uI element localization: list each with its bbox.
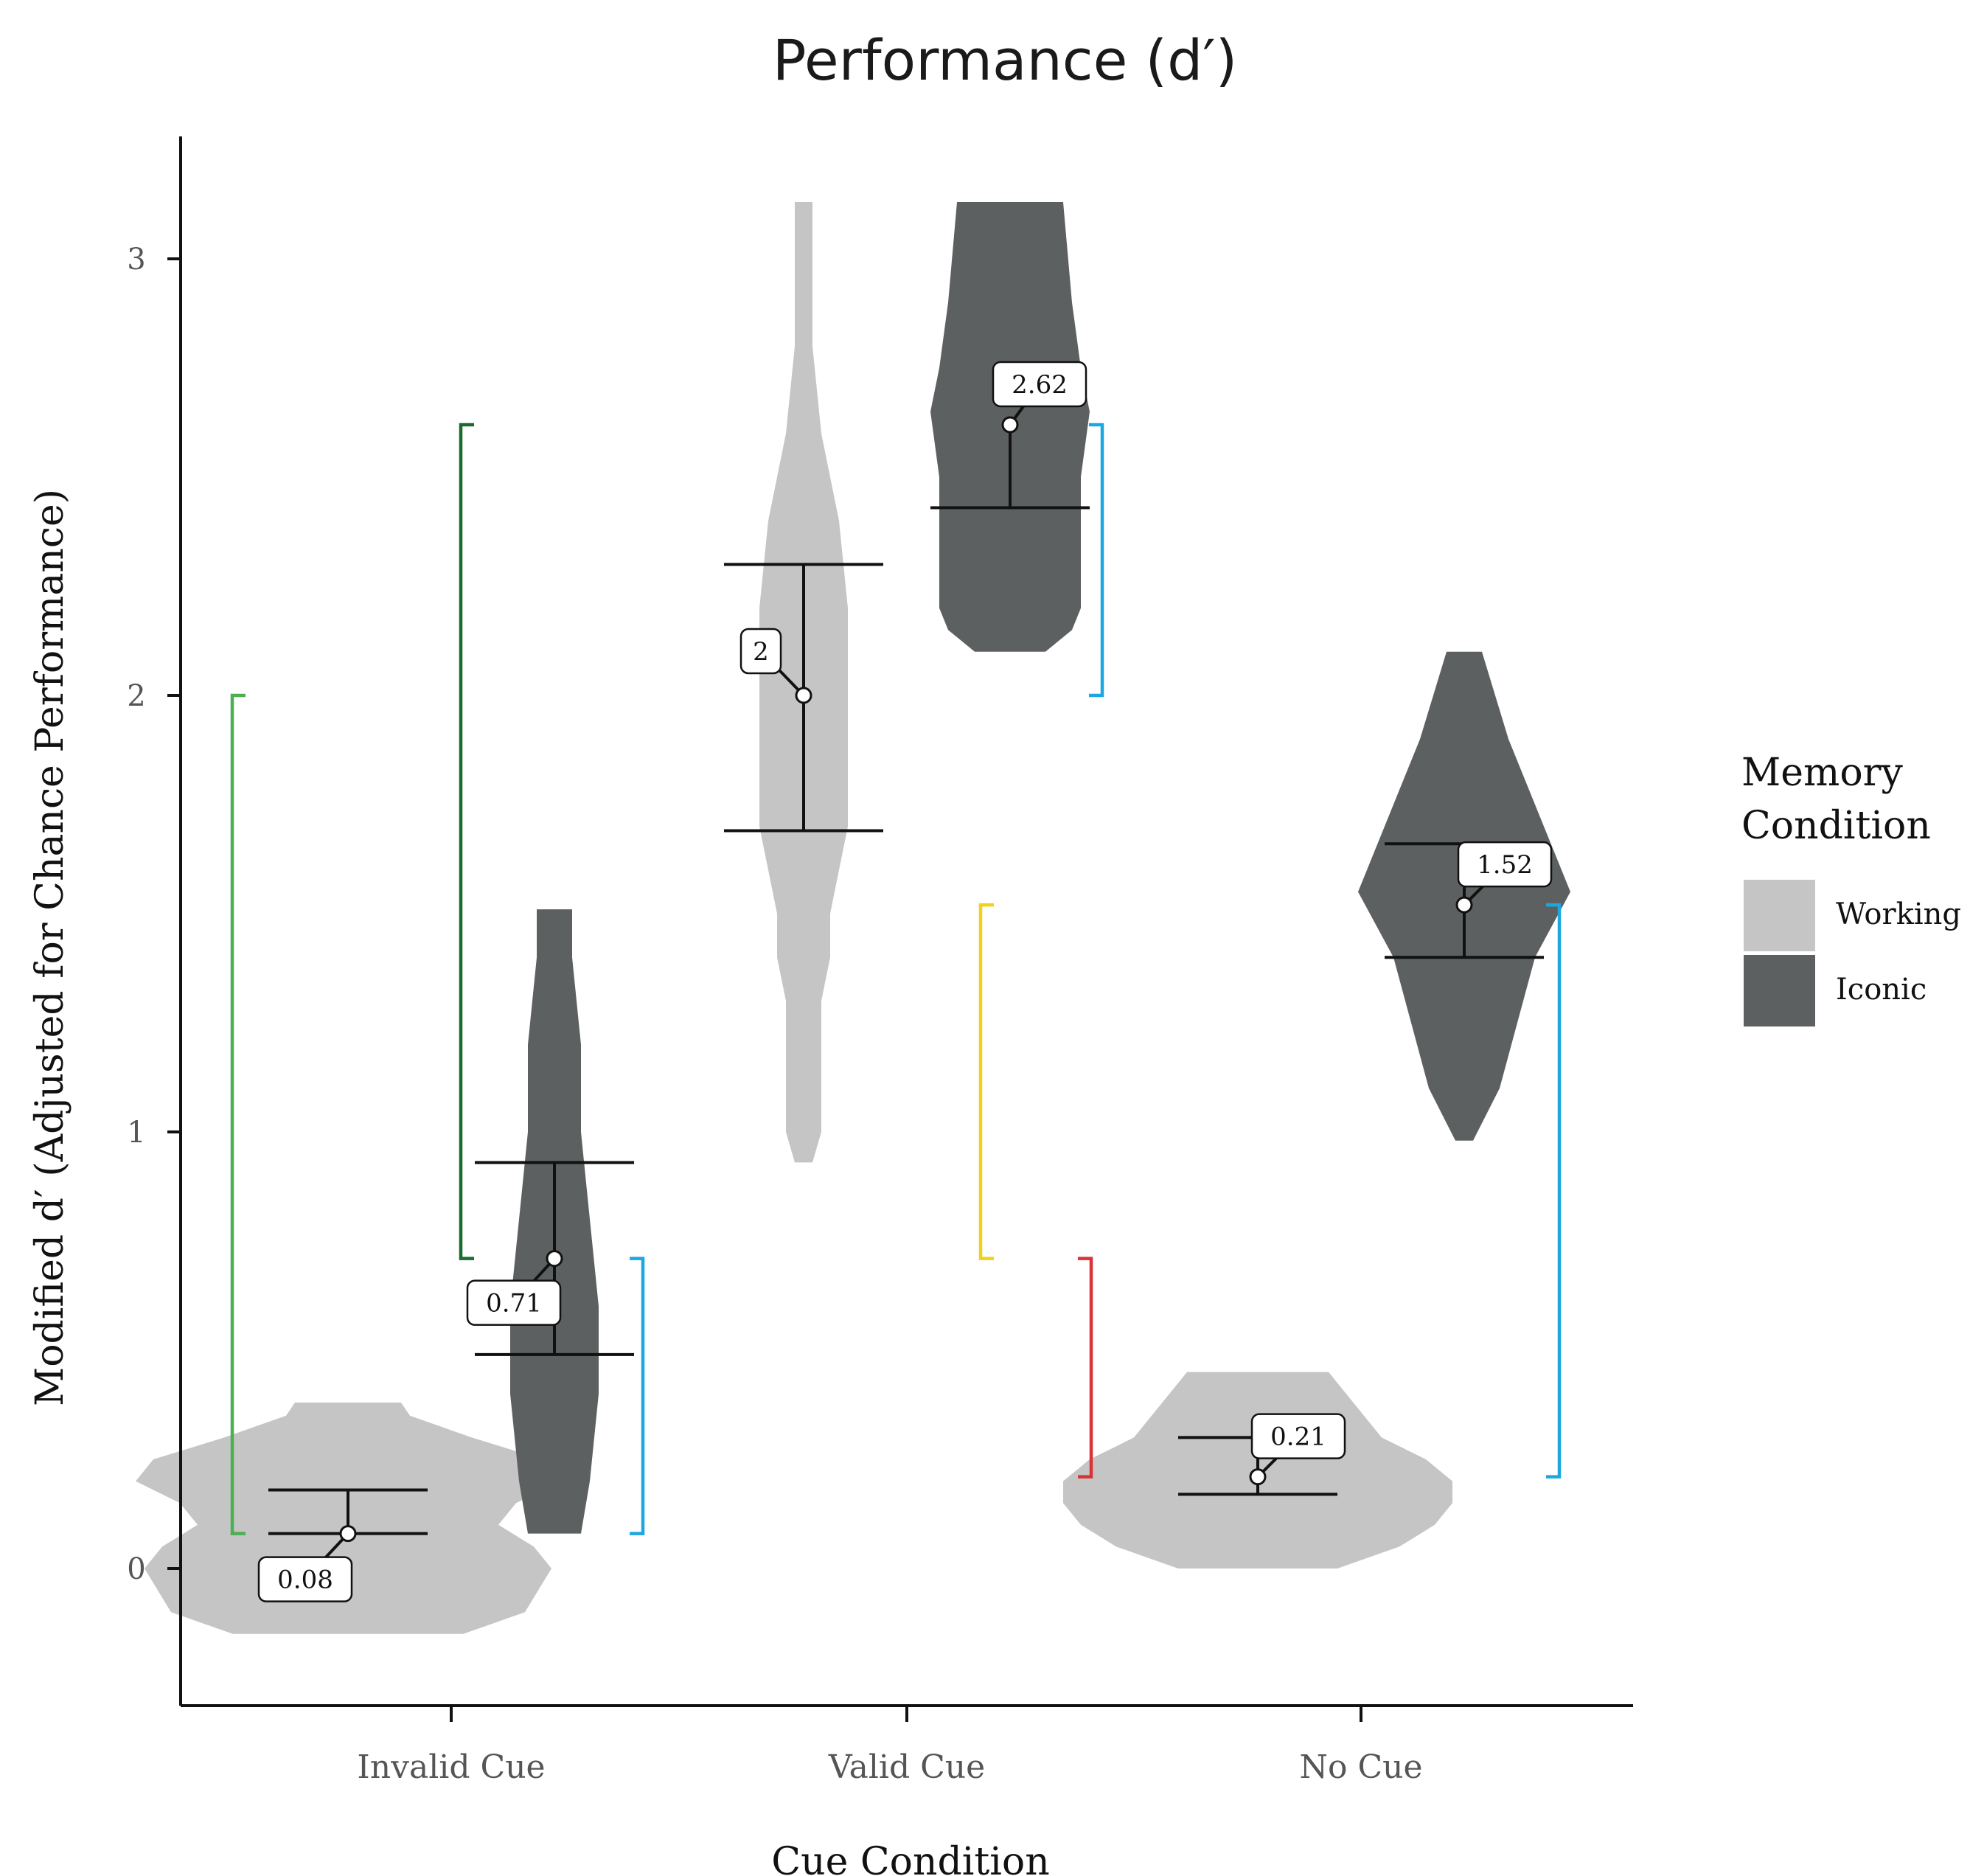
legend-title-line-1: Memory xyxy=(1741,751,1903,795)
x-tick-label: Invalid Cue xyxy=(357,1748,545,1786)
mean-point xyxy=(1455,896,1473,914)
value-label: 0.21 xyxy=(1270,1422,1326,1452)
mean-point xyxy=(795,687,812,704)
x-tick-label: No Cue xyxy=(1299,1748,1422,1786)
x-axis-title: Cue Condition xyxy=(771,1840,1049,1876)
legend-label-iconic: Iconic xyxy=(1836,973,1927,1007)
significance-bracket xyxy=(459,423,474,1260)
mean-point xyxy=(546,1250,563,1268)
mean-point xyxy=(1001,416,1019,434)
significance-bracket xyxy=(1546,903,1562,1479)
value-label-box xyxy=(1250,1413,1346,1459)
significance-bracket xyxy=(230,693,246,1535)
value-label-box xyxy=(1457,841,1553,888)
y-tick-label: 2 xyxy=(127,679,145,713)
legend-title-line-2: Condition xyxy=(1741,804,1931,848)
x-tick-label: Valid Cue xyxy=(828,1748,985,1786)
value-label: 2.62 xyxy=(1012,370,1068,400)
value-label: 0.08 xyxy=(277,1566,333,1595)
significance-bracket xyxy=(978,903,994,1260)
plot-area: 0.08 2 0.21 0.71 2.62 1.52 xyxy=(136,202,1570,1634)
axes: 0 1 2 3 Invalid Cue Valid Cue No Cue xyxy=(127,136,1633,1786)
mean-point xyxy=(339,1525,357,1543)
value-label-box xyxy=(257,1556,353,1602)
y-axis-title: Modified d′ (Adjusted for Chance Perform… xyxy=(28,489,72,1406)
value-label-box xyxy=(466,1279,562,1326)
significance-bracket xyxy=(1089,423,1104,698)
legend-swatch-working xyxy=(1744,880,1815,951)
legend-label-working: Working xyxy=(1836,897,1961,931)
value-label-box xyxy=(739,628,782,675)
y-tick-label: 0 xyxy=(127,1552,145,1586)
value-label-box xyxy=(992,361,1087,408)
significance-bracket xyxy=(630,1257,645,1535)
legend: Memory Condition Working Iconic xyxy=(1741,751,1961,1026)
chart-title: Performance (d′) xyxy=(773,27,1238,93)
value-label: 1.52 xyxy=(1477,850,1533,880)
mean-point xyxy=(1249,1468,1267,1486)
significance-bracket xyxy=(1078,1257,1093,1479)
value-label: 0.71 xyxy=(486,1289,542,1319)
legend-swatch-iconic xyxy=(1744,955,1815,1026)
y-tick-label: 1 xyxy=(127,1116,145,1150)
y-tick-label: 3 xyxy=(127,243,145,277)
value-label: 2 xyxy=(753,637,769,667)
